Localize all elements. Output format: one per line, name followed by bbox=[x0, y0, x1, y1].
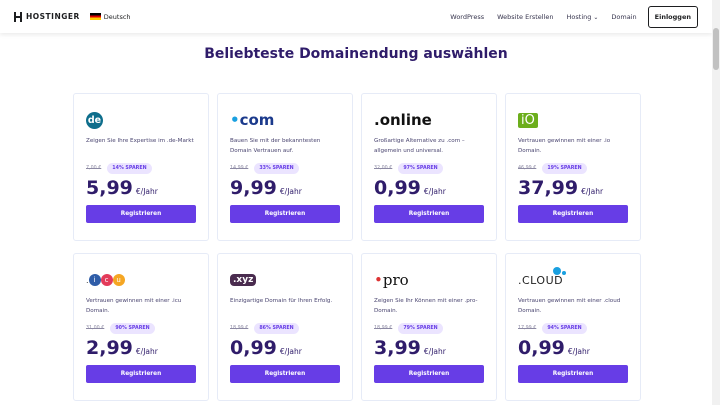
pro-logo-icon: •pro bbox=[374, 271, 409, 289]
card-description: Bauen Sie mit der bekanntesten Domain Ve… bbox=[230, 138, 321, 154]
price-value: 9,99 bbox=[230, 177, 277, 199]
nav-hosting[interactable]: Hosting ⌄ bbox=[567, 13, 599, 21]
discount-badge: 97% SPAREN bbox=[398, 163, 443, 174]
top-navbar: HOSTINGER Deutsch WordPress Website Erst… bbox=[0, 0, 712, 33]
hostinger-logo[interactable]: HOSTINGER bbox=[14, 11, 80, 22]
price-value: 0,99 bbox=[518, 337, 565, 359]
register-button[interactable]: Registrieren bbox=[86, 205, 196, 223]
nav-website-erstellen[interactable]: Website Erstellen bbox=[497, 12, 554, 21]
card-description: Einzigartige Domain für Ihren Erfolg. bbox=[230, 298, 333, 304]
tld-logo: .CLOUD bbox=[518, 266, 567, 290]
old-price: 18,99 € bbox=[230, 326, 249, 331]
io-logo-icon: iO bbox=[518, 112, 538, 128]
price-unit: €/Jahr bbox=[135, 187, 158, 196]
card-description: Vertrauen gewinnen mit einer .icu Domain… bbox=[86, 298, 182, 314]
discount-badge: 79% SPAREN bbox=[398, 323, 443, 334]
price-value: 3,99 bbox=[374, 337, 421, 359]
icu-logo-icon: .icu.icu bbox=[86, 274, 125, 286]
discount-badge: 86% SPAREN bbox=[254, 323, 299, 334]
cloud-logo-icon: .CLOUD bbox=[518, 266, 567, 287]
domain-card: .online Großartige Alternative zu .com –… bbox=[361, 93, 497, 241]
card-description: Zeigen Sie Ihr Können mit einer .pro-Dom… bbox=[374, 298, 478, 314]
discount-badge: 94% SPAREN bbox=[542, 323, 587, 334]
page-title: Beliebteste Domainendung auswählen bbox=[204, 46, 508, 62]
register-button[interactable]: Registrieren bbox=[86, 365, 196, 383]
old-price: 17,99 € bbox=[518, 326, 537, 331]
register-button[interactable]: Registrieren bbox=[230, 365, 340, 383]
price-unit: €/Jahr bbox=[135, 347, 158, 356]
register-button[interactable]: Registrieren bbox=[518, 205, 628, 223]
tld-logo: •pro bbox=[374, 270, 409, 290]
register-button[interactable]: Registrieren bbox=[374, 205, 484, 223]
domain-card: .xyz Einzigartige Domain für Ihren Erfol… bbox=[217, 253, 353, 401]
discount-badge: 19% SPAREN bbox=[542, 163, 587, 174]
domain-card: •pro Zeigen Sie Ihr Können mit einer .pr… bbox=[361, 253, 497, 401]
xyz-logo-icon: .xyz bbox=[230, 274, 257, 286]
nav-domain[interactable]: Domain bbox=[611, 12, 637, 21]
price-value: 37,99 bbox=[518, 177, 579, 199]
tld-text: com bbox=[239, 111, 275, 129]
domain-card: de Zeigen Sie Ihre Expertise im .de-Mark… bbox=[73, 93, 209, 241]
scrollbar-thumb[interactable] bbox=[713, 28, 719, 70]
domain-card: .icu.icu Vertrauen gewinnen mit einer .i… bbox=[73, 253, 209, 401]
card-description: Vertrauen gewinnen mit einer .io Domain. bbox=[518, 138, 611, 154]
card-description: Zeigen Sie Ihre Expertise im .de-Markt bbox=[86, 138, 194, 144]
card-description: Großartige Alternative zu .com – allgeme… bbox=[374, 138, 465, 154]
old-price: 32,00 € bbox=[374, 166, 393, 171]
german-flag-icon bbox=[89, 13, 101, 20]
old-price: 31,00 € bbox=[86, 326, 105, 331]
login-button[interactable]: Einloggen bbox=[647, 5, 698, 28]
price-unit: €/Jahr bbox=[567, 347, 590, 356]
old-price: 18,99 € bbox=[374, 326, 393, 331]
scrollbar[interactable] bbox=[712, 0, 720, 405]
register-button[interactable]: Registrieren bbox=[230, 205, 340, 223]
price-unit: €/Jahr bbox=[279, 187, 302, 196]
com-logo-icon: •com bbox=[230, 111, 275, 129]
price-value: 5,99 bbox=[86, 177, 133, 199]
chevron-down-icon: ⌄ bbox=[593, 13, 599, 21]
price-unit: €/Jahr bbox=[581, 187, 604, 196]
brand-name: HOSTINGER bbox=[26, 12, 80, 21]
card-description: Vertrauen gewinnen mit einer .cloud Doma… bbox=[518, 298, 621, 314]
price-unit: €/Jahr bbox=[423, 347, 446, 356]
nav-hosting-label: Hosting bbox=[566, 12, 592, 21]
language-label: Deutsch bbox=[103, 12, 131, 21]
tld-logo: iO bbox=[518, 110, 538, 130]
hostinger-logo-icon bbox=[14, 11, 22, 22]
tld-logo: •com bbox=[230, 110, 274, 130]
discount-badge: 33% SPAREN bbox=[254, 163, 299, 174]
online-logo-icon: .online bbox=[374, 111, 432, 129]
tld-logo: de bbox=[86, 110, 103, 130]
tld-logo: .xyz bbox=[230, 270, 257, 290]
old-price: 7,00 € bbox=[86, 166, 102, 171]
price-value: 0,99 bbox=[374, 177, 421, 199]
discount-badge: 90% SPAREN bbox=[110, 323, 155, 334]
old-price: 46,99 € bbox=[518, 166, 537, 171]
register-button[interactable]: Registrieren bbox=[374, 365, 484, 383]
domain-card: •com Bauen Sie mit der bekanntesten Doma… bbox=[217, 93, 353, 241]
discount-badge: 14% SPAREN bbox=[107, 163, 152, 174]
de-logo-icon: de bbox=[86, 111, 103, 129]
price-unit: €/Jahr bbox=[423, 187, 446, 196]
price-value: 0,99 bbox=[230, 337, 277, 359]
domain-card: iO Vertrauen gewinnen mit einer .io Doma… bbox=[505, 93, 641, 241]
price-value: 2,99 bbox=[86, 337, 133, 359]
register-button[interactable]: Registrieren bbox=[518, 365, 628, 383]
language-selector[interactable]: Deutsch bbox=[89, 12, 131, 21]
nav-wordpress[interactable]: WordPress bbox=[450, 12, 485, 21]
domain-card: .CLOUD Vertrauen gewinnen mit einer .clo… bbox=[505, 253, 641, 401]
price-unit: €/Jahr bbox=[279, 347, 302, 356]
tld-logo: .online bbox=[374, 110, 432, 130]
old-price: 14,99 € bbox=[230, 166, 249, 171]
tld-logo: .icu.icu bbox=[86, 270, 125, 290]
